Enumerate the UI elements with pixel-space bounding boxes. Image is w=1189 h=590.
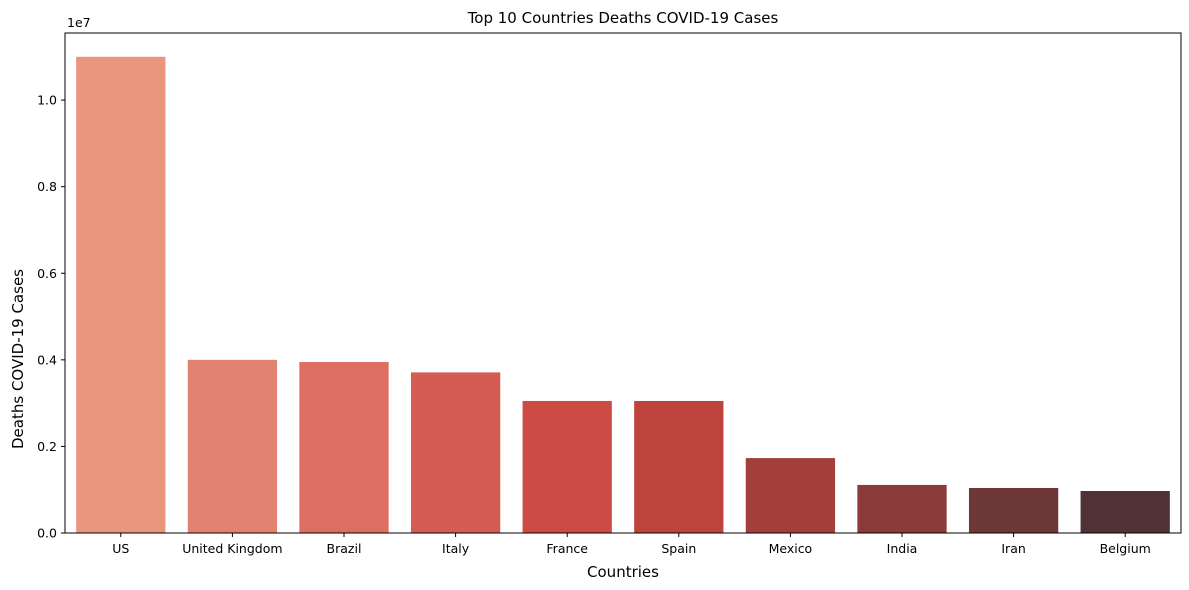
y-axis-ticks: 0.0 0.2 0.4 0.6 0.8 1.0 <box>37 93 65 541</box>
y-tick-label: 0.0 <box>37 526 57 541</box>
x-axis-ticks: US United Kingdom Brazil Italy France Spain Me… <box>112 533 1151 556</box>
bar-france <box>522 400 612 533</box>
x-tick-label: US <box>112 541 129 556</box>
x-tick-label: Italy <box>442 541 470 556</box>
x-tick-label: India <box>887 541 918 556</box>
x-tick-label: Mexico <box>769 541 813 556</box>
x-axis-title: Countries <box>587 563 659 581</box>
y-tick-label: 0.8 <box>37 179 57 194</box>
bars-group <box>76 56 1170 534</box>
y-axis-offset-label: 1e7 <box>67 15 91 30</box>
y-tick-label: 0.6 <box>37 266 57 281</box>
x-tick-label: Brazil <box>327 541 362 556</box>
bar-india <box>857 484 947 533</box>
plot-frame <box>64 32 1182 534</box>
bar-brazil <box>299 362 389 533</box>
x-tick-label: Iran <box>1001 541 1025 556</box>
y-axis-title: Deaths COVID-19 Cases <box>9 269 27 449</box>
x-tick-label: France <box>546 541 588 556</box>
chart-title: Top 10 Countries Deaths COVID-19 Cases <box>467 9 779 27</box>
bar-united-kingdom <box>187 359 278 533</box>
bar-italy <box>410 372 501 533</box>
bar-mexico <box>745 458 836 533</box>
y-tick-label: 1.0 <box>37 93 57 108</box>
bar-belgium <box>1080 491 1170 533</box>
x-tick-label: United Kingdom <box>182 541 282 556</box>
x-tick-label: Spain <box>661 541 696 556</box>
x-tick-label: Belgium <box>1100 541 1151 556</box>
bar-us <box>76 56 166 534</box>
y-tick-label: 0.4 <box>37 352 57 367</box>
bar-iran <box>968 487 1059 533</box>
bar-spain <box>634 400 724 533</box>
y-tick-label: 0.2 <box>37 439 57 454</box>
